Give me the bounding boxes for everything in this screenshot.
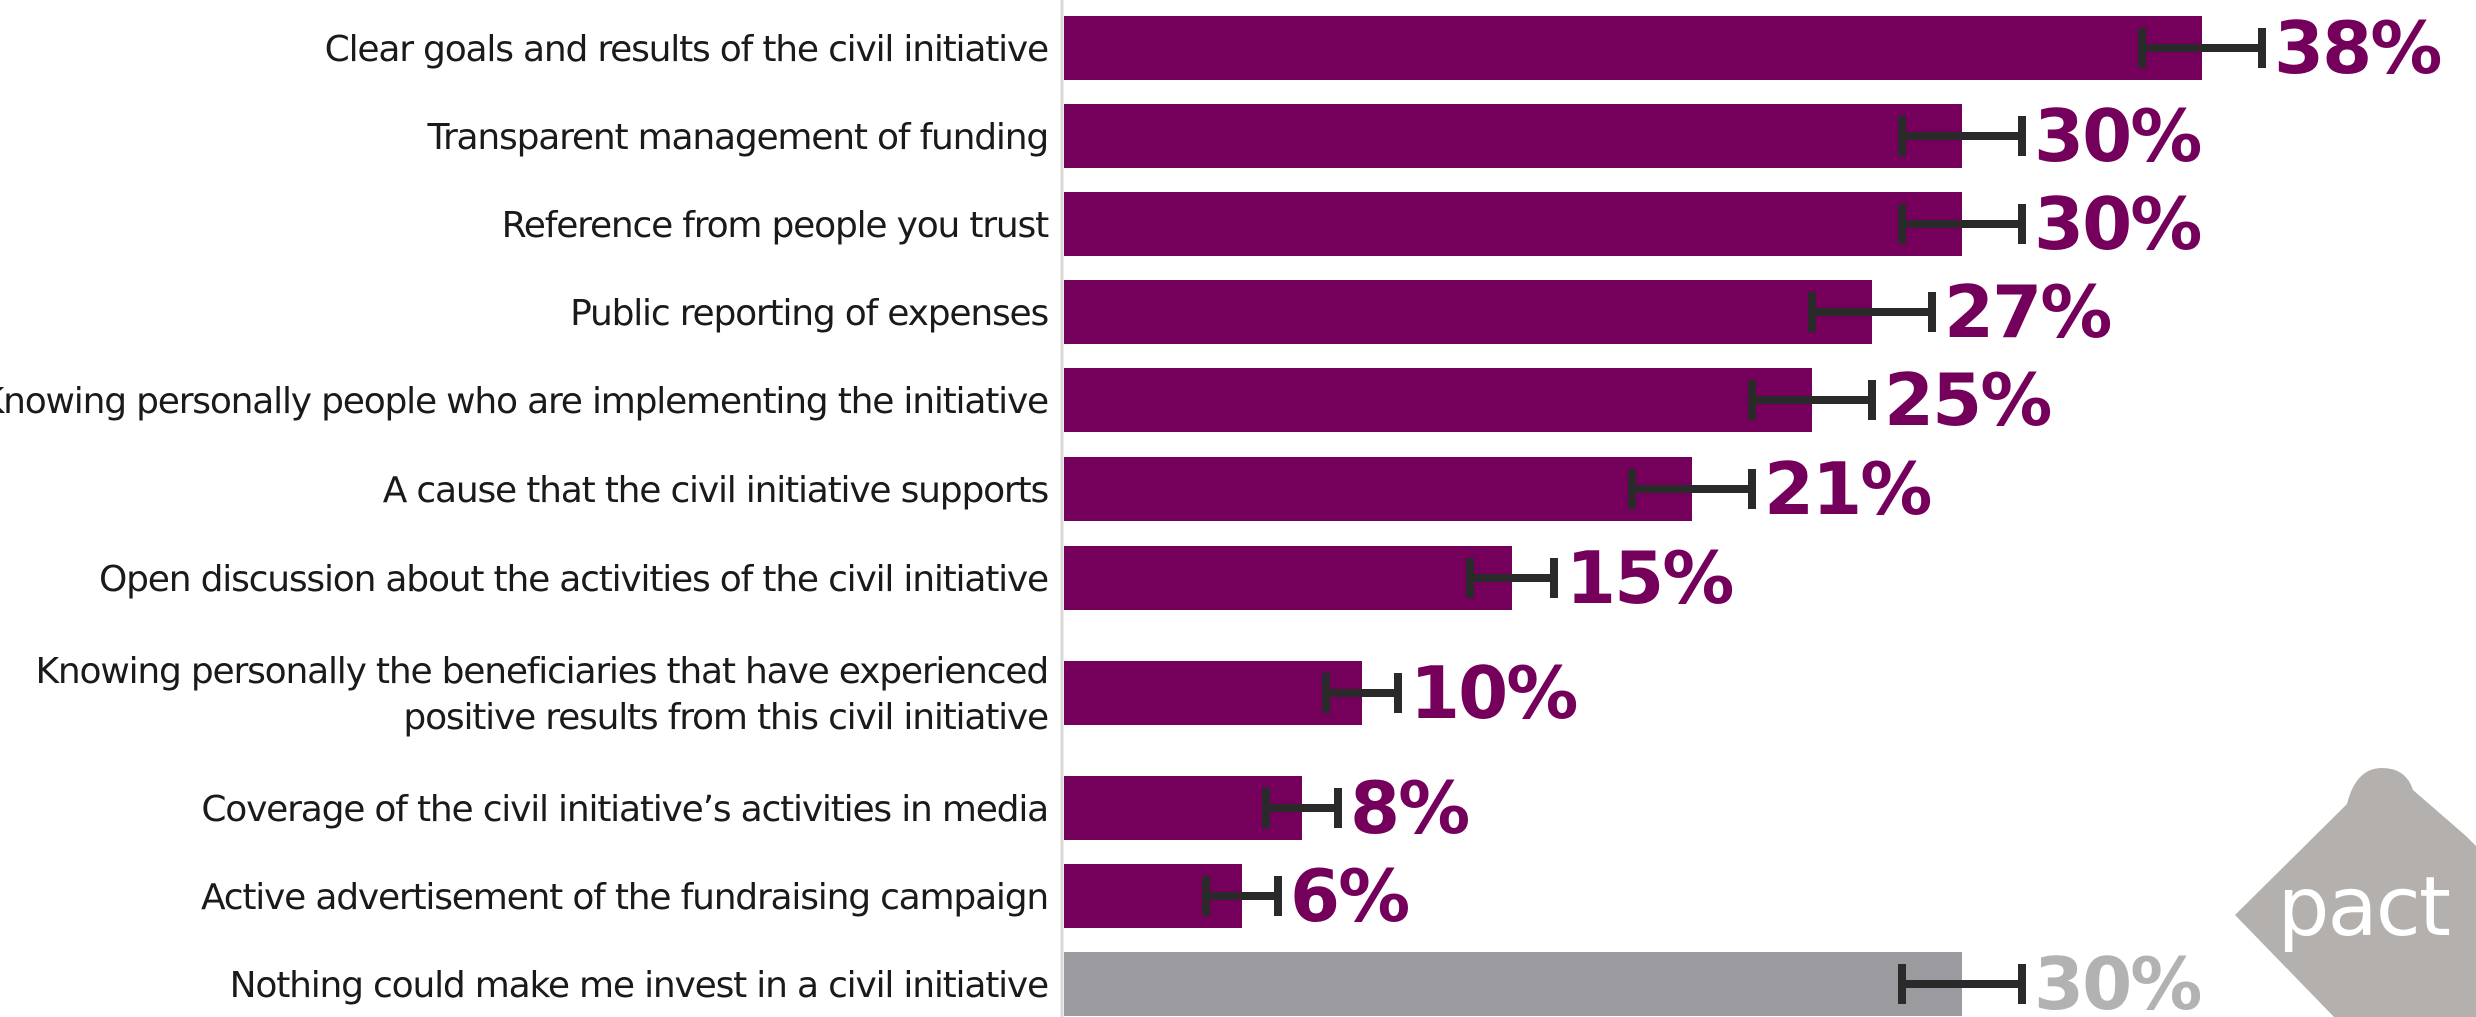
category-label-line: Nothing could make me invest in a civil … [230, 965, 1048, 1006]
category-label-line: Active advertisement of the fundraising … [201, 877, 1048, 918]
bar-row: Transparent management of funding 30% [426, 94, 2200, 178]
value-label: 10% [1410, 651, 1576, 735]
pact-logo: pact [2235, 768, 2476, 1017]
value-label: 21% [1764, 447, 1930, 531]
value-label: 8% [1350, 766, 1468, 850]
category-label: Public reporting of expenses [570, 293, 1048, 334]
category-label: Knowing personally people who are implem… [0, 381, 1048, 422]
value-label: 15% [1566, 536, 1732, 620]
category-label: Clear goals and results of the civil ini… [325, 29, 1048, 70]
bar [1064, 661, 1362, 725]
bar-row: Clear goals and results of the civil ini… [325, 6, 2441, 90]
pact-logo-text: pact [2277, 860, 2449, 955]
bar [1064, 16, 2202, 80]
category-label: Reference from people you trust [502, 205, 1049, 246]
value-label: 27% [1944, 270, 2110, 354]
bar-row: Nothing could make me invest in a civil … [230, 942, 2201, 1017]
bar [1064, 952, 1962, 1016]
value-label: 38% [2274, 6, 2440, 90]
category-label: Open discussion about the activities of … [99, 559, 1048, 600]
category-label: Coverage of the civil initiative’s activ… [201, 789, 1048, 830]
category-label-line: Open discussion about the activities of … [99, 559, 1048, 600]
bar [1064, 368, 1812, 432]
category-label-line: Coverage of the civil initiative’s activ… [201, 789, 1048, 830]
category-label: Active advertisement of the fundraising … [201, 877, 1048, 918]
bar [1064, 546, 1512, 610]
bar [1064, 457, 1692, 521]
bar [1064, 280, 1872, 344]
bar-row: A cause that the civil initiative suppor… [383, 447, 1931, 531]
bar-row: Open discussion about the activities of … [99, 536, 1732, 620]
bar [1064, 104, 1962, 168]
value-label: 25% [1884, 358, 2050, 442]
value-label: 6% [1290, 854, 1408, 938]
bar-row: Reference from people you trust 30% [502, 182, 2201, 266]
category-label-line: Transparent management of funding [426, 117, 1048, 158]
category-label-line: positive results from this civil initiat… [403, 697, 1048, 738]
category-label: Transparent management of funding [426, 117, 1048, 158]
value-label: 30% [2034, 94, 2200, 178]
bar-row: Knowing personally people who are implem… [0, 358, 2050, 442]
value-label: 30% [2034, 942, 2200, 1017]
bar-row: Public reporting of expenses 27% [570, 270, 2110, 354]
category-label-line: Public reporting of expenses [570, 293, 1048, 334]
category-label: Knowing personally the beneficiaries tha… [36, 651, 1049, 738]
bars-layer: Clear goals and results of the civil ini… [0, 6, 2440, 1017]
value-label: 30% [2034, 182, 2200, 266]
bar [1064, 192, 1962, 256]
category-label: A cause that the civil initiative suppor… [383, 470, 1048, 511]
category-label: Nothing could make me invest in a civil … [230, 965, 1048, 1006]
bar-row: Active advertisement of the fundraising … [201, 854, 1408, 938]
category-label-line: Reference from people you trust [502, 205, 1049, 246]
category-label-line: A cause that the civil initiative suppor… [383, 470, 1048, 511]
category-label-line: Clear goals and results of the civil ini… [325, 29, 1048, 70]
category-label-line: Knowing personally people who are implem… [0, 381, 1048, 422]
category-label-line: Knowing personally the beneficiaries tha… [36, 651, 1049, 692]
bar-row: Coverage of the civil initiative’s activ… [201, 766, 1468, 850]
bar-row: Knowing personally the beneficiaries tha… [36, 651, 1577, 738]
